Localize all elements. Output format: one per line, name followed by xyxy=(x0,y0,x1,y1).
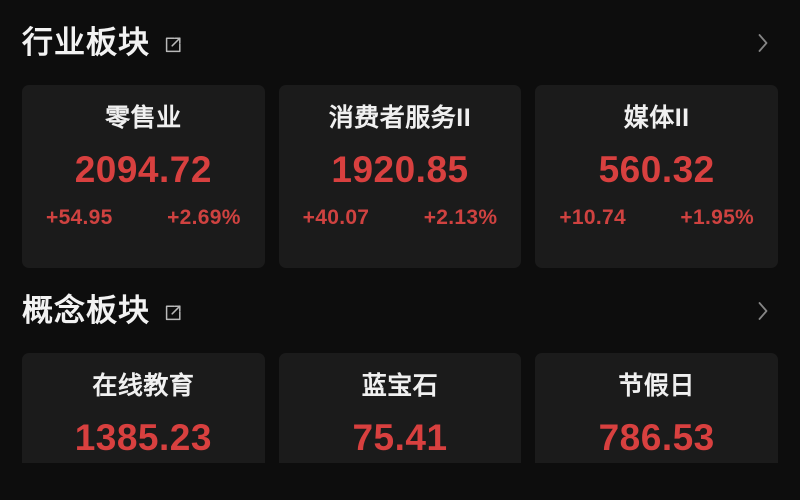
sector-card[interactable]: 媒体II 560.32 +10.74 +1.95% xyxy=(535,85,779,268)
sector-name: 蓝宝石 xyxy=(361,372,439,400)
sector-change-absolute: +40.07 xyxy=(302,205,370,229)
sector-change-row: +54.95 +2.69% xyxy=(32,207,255,228)
sector-index-value: 786.53 xyxy=(598,416,715,458)
sector-change-percent: +1.95% xyxy=(680,205,755,229)
sector-change-percent: +2.69% xyxy=(167,205,241,229)
sector-card-grid-concept: 在线教育 1385.23 蓝宝石 75.41 节假日 786.53 xyxy=(0,353,800,463)
sector-index-value: 75.41 xyxy=(352,416,448,458)
concept-grid-clip: 在线教育 1385.23 蓝宝石 75.41 节假日 786.53 xyxy=(0,353,800,463)
sector-card[interactable]: 节假日 786.53 xyxy=(535,353,779,463)
sector-index-value: 1920.85 xyxy=(331,148,469,190)
section-header-concept[interactable]: 概念板块 xyxy=(0,268,800,353)
sector-name: 零售业 xyxy=(105,104,182,132)
sector-card[interactable]: 在线教育 1385.23 xyxy=(22,353,265,463)
sector-index-value: 2094.72 xyxy=(74,148,212,190)
chevron-right-icon[interactable] xyxy=(752,30,774,56)
sector-name: 在线教育 xyxy=(92,372,195,400)
sector-change-percent: +2.13% xyxy=(423,205,498,229)
sector-change-row: +10.74 +1.95% xyxy=(545,207,768,228)
sector-card-grid-industry: 零售业 2094.72 +54.95 +2.69% 消费者服务II 1920.8… xyxy=(0,85,800,268)
sector-change-absolute: +54.95 xyxy=(46,205,113,229)
sector-card[interactable]: 蓝宝石 75.41 xyxy=(278,353,522,463)
external-link-icon[interactable] xyxy=(162,302,184,324)
sector-index-value: 560.32 xyxy=(598,148,715,190)
sector-name: 媒体II xyxy=(623,104,690,132)
page-title: 行业板块 xyxy=(22,25,150,60)
chevron-right-icon[interactable] xyxy=(752,298,774,324)
external-link-icon[interactable] xyxy=(162,34,184,56)
section-header-industry[interactable]: 行业板块 xyxy=(0,0,800,85)
sector-change-absolute: +10.74 xyxy=(559,205,626,229)
sector-change-row: +40.07 +2.13% xyxy=(289,207,512,228)
sector-name: 节假日 xyxy=(618,372,695,400)
sector-name: 消费者服务II xyxy=(328,104,472,132)
section-title-concept: 概念板块 xyxy=(22,293,150,328)
sector-card[interactable]: 消费者服务II 1920.85 +40.07 +2.13% xyxy=(278,85,522,268)
sector-index-value: 1385.23 xyxy=(74,416,212,458)
sector-card[interactable]: 零售业 2094.72 +54.95 +2.69% xyxy=(22,85,265,268)
